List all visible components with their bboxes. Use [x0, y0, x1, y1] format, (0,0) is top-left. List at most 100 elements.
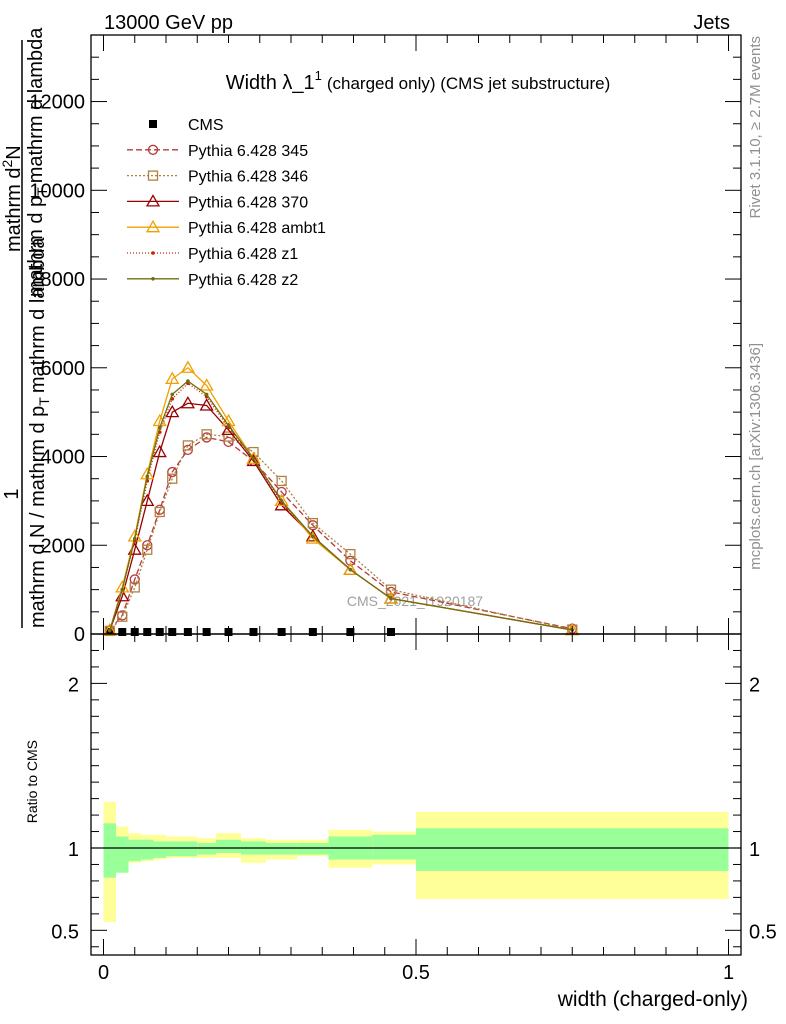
series-point	[251, 456, 256, 461]
ylabel-denominator: mathrm d N / mathrm d pTmathrm d lambda	[27, 237, 52, 628]
ylabel-num-n: N	[3, 145, 25, 159]
ylabel-den-a: mathrm d N / mathrm d p	[27, 406, 49, 628]
legend: CMS Pythia 6.428 345 Pythia 6.428 346 Pythi…	[127, 117, 326, 289]
legend-marker	[149, 120, 157, 128]
main-ylabel: 1 mathrm d N / mathrm d pTmathrm d lambd…	[0, 27, 52, 628]
series-point	[249, 628, 258, 636]
legend-marker	[147, 170, 159, 181]
legend-label: Pythia 6.428 z2	[188, 272, 298, 289]
series-point	[182, 440, 194, 451]
series-point	[154, 506, 165, 518]
series-point	[118, 628, 127, 636]
series-point	[129, 574, 140, 585]
series-6	[107, 379, 575, 633]
series-point	[305, 531, 320, 544]
series-point	[199, 398, 214, 411]
ylabel-numb-rest: mathrm d lambda	[25, 27, 47, 183]
series-line	[109, 382, 573, 631]
series-0	[105, 628, 395, 636]
legend-label: CMS	[188, 117, 224, 134]
series-point	[226, 423, 231, 428]
ratio-bands	[91, 801, 741, 923]
ratio-inner-band-bin	[128, 839, 141, 862]
legend-label: Pythia 6.428 345	[188, 143, 308, 160]
ratio-y-tick-label: 1	[68, 839, 79, 861]
series-point	[201, 429, 212, 440]
series-1	[104, 432, 578, 636]
series-point	[308, 628, 317, 636]
y-tick-label: 2000	[41, 535, 86, 557]
header-right: Jets	[693, 12, 730, 34]
ratio-inner-band-bin	[266, 843, 298, 855]
series-point	[246, 451, 261, 464]
ratio-inner-band-bin	[372, 834, 416, 860]
series-point	[165, 371, 180, 385]
series-2	[104, 429, 578, 637]
ratio-inner-band-bin	[153, 841, 166, 858]
series-line	[109, 436, 573, 631]
y-tick-label: 6000	[41, 358, 86, 380]
analysis-watermark: CMS_2021_I1920187	[347, 593, 483, 609]
series-line	[109, 366, 573, 631]
legend-label: Pythia 6.428 346	[188, 169, 308, 186]
ratio-y-tick-label-right: 1	[749, 839, 760, 861]
series-point	[346, 628, 355, 636]
series-point	[383, 591, 399, 604]
series-point	[157, 425, 162, 430]
series-point	[223, 436, 234, 448]
series-point	[202, 628, 211, 636]
series-point	[274, 493, 289, 507]
ratio-y-tick-label-right: 2	[749, 674, 760, 696]
series-point	[223, 431, 234, 442]
y-tick-label: 10000	[29, 180, 85, 202]
series-point	[117, 611, 128, 622]
series-point	[120, 587, 125, 592]
series-point	[345, 555, 356, 566]
ratio-y-tick-label: 0.5	[51, 921, 79, 943]
series-point	[183, 628, 192, 636]
series-point	[143, 628, 152, 636]
ratio-inner-band-bin	[416, 828, 729, 872]
legend-marker	[145, 219, 161, 233]
series-point	[311, 534, 315, 539]
ylabel-numb-sub: T	[34, 187, 50, 196]
series-point	[389, 596, 393, 601]
ylabel-one: 1	[1, 488, 23, 499]
ylabel-num-sup: 2	[0, 160, 15, 168]
title-sup: 1	[315, 68, 322, 83]
mcplots-label: mcplots.cern.ch [arXiv:1306.3436]	[747, 343, 764, 570]
series-point	[132, 536, 137, 541]
series-point	[204, 392, 209, 397]
series-point	[180, 395, 195, 409]
ratio-inner-band-bin	[141, 839, 154, 860]
legend-marker	[145, 194, 161, 207]
series-point	[307, 517, 319, 529]
ratio-inner-band-bin	[166, 841, 179, 857]
series-point	[348, 567, 353, 572]
plot-title: Width λ_11 (charged only) (CMS jet substr…	[226, 68, 611, 94]
legend-marker	[151, 277, 155, 281]
ylabel-den-rest: mathrm d lambda	[27, 237, 49, 393]
series-point	[142, 544, 153, 555]
ylabel-numerator: mathrm d2N	[0, 145, 25, 252]
x-axis-label: width (charged-only)	[557, 988, 748, 1011]
series-point	[246, 453, 261, 467]
series-point	[170, 392, 175, 397]
ylabel-num-a: mathrm d	[3, 168, 25, 252]
series-point	[167, 466, 178, 478]
ratio-y-tick-label: 2	[68, 674, 79, 696]
y-tick-label: 4000	[41, 447, 86, 469]
legend-marker	[151, 251, 155, 255]
x-tick-label: 1	[723, 962, 734, 984]
series-point	[345, 548, 356, 560]
series-5	[107, 381, 575, 633]
series-point	[145, 474, 150, 479]
ylabel-numerator-bottom: mathrm d pTmathrm d lambda	[25, 27, 50, 297]
series-3	[102, 395, 580, 636]
ylabel-den-sub: T	[36, 397, 52, 406]
rivet-label: Rivet 3.1.10, ≥ 2.7M events	[747, 36, 764, 219]
ratio-ylabel: Ratio to CMS	[24, 740, 40, 823]
ratio-y-tick-label-right: 0.5	[749, 921, 777, 943]
series-point	[279, 499, 284, 503]
